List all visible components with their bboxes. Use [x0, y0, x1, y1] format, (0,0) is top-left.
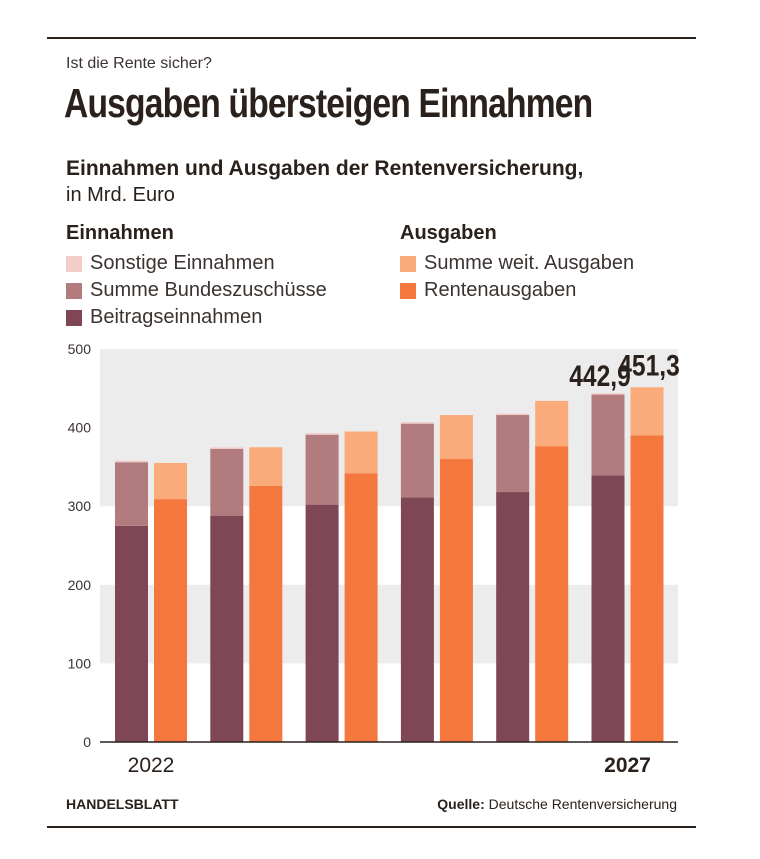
grid-band	[100, 349, 678, 428]
bar-ausgaben-segment	[154, 499, 187, 742]
y-tick-label: 200	[68, 577, 92, 593]
legend-expense-title: Ausgaben	[400, 222, 497, 244]
value-label: 451,3	[618, 348, 680, 382]
bar-einnahmen-segment	[591, 394, 625, 476]
footer-source-text: Deutsche Rentenversicherung	[488, 796, 677, 812]
bar-einnahmen-segment	[305, 504, 339, 742]
headline: Ausgaben übersteigen Einnahmen	[64, 80, 593, 126]
bar-einnahmen-segment	[591, 475, 625, 742]
legend-label-sonstige: Sonstige Einnahmen	[90, 252, 275, 274]
y-tick-label: 400	[68, 420, 92, 436]
bar-ausgaben-segment	[630, 435, 664, 742]
legend-label-rentenausgaben: Rentenausgaben	[424, 279, 577, 301]
bar-einnahmen-cap	[115, 460, 148, 463]
bar-ausgaben-segment	[439, 459, 473, 742]
y-tick-label: 100	[68, 655, 92, 671]
bar-einnahmen-cap	[305, 433, 339, 435]
grid-band	[100, 427, 678, 507]
footer-source-label: Quelle:	[437, 796, 485, 812]
y-tick-label: 0	[83, 734, 91, 750]
legend-label-weitere-ausgaben: Summe weit. Ausgaben	[424, 252, 635, 274]
bar-einnahmen-cap	[400, 422, 434, 424]
grid-band	[100, 584, 678, 664]
x-tick-label: 2027	[604, 754, 651, 777]
legend-swatch-beitragseinnahmen	[66, 309, 82, 326]
chart-subtitle: Einnahmen und Ausgaben der Rentenversich…	[66, 157, 584, 180]
bar-ausgaben-segment	[249, 485, 283, 742]
bar-einnahmen-cap	[210, 447, 244, 449]
bar-einnahmen-segment	[400, 423, 434, 498]
bar-einnahmen-segment	[115, 462, 148, 526]
bar-einnahmen-segment	[210, 448, 244, 516]
bar-einnahmen-segment	[496, 415, 530, 493]
legend-income: Einnahmen Sonstige Einnahmen Summe Bunde…	[66, 222, 327, 331]
kicker: Ist die Rente sicher?	[66, 55, 212, 72]
bar-einnahmen-segment	[400, 497, 434, 742]
x-tick-label: 2022	[128, 754, 175, 777]
bar-ausgaben-segment	[439, 415, 473, 460]
legend-swatch-sonstige	[66, 255, 82, 272]
legend-swatch-bundeszuschuesse	[66, 282, 82, 299]
legend-label-beitragseinnahmen: Beitragseinnahmen	[90, 306, 263, 328]
bar-ausgaben-segment	[154, 462, 187, 500]
bar-ausgaben-segment	[344, 431, 378, 474]
legend-item-bundeszuschuesse: Summe Bundeszuschüsse	[66, 277, 327, 304]
bottom-rule	[47, 826, 696, 828]
value-label: 442,9	[569, 359, 631, 393]
bar-ausgaben-segment	[630, 387, 664, 436]
legend-item-sonstige: Sonstige Einnahmen	[66, 250, 327, 277]
legend-label-bundeszuschuesse: Summe Bundeszuschüsse	[90, 279, 327, 301]
bar-einnahmen-segment	[210, 515, 244, 742]
bar-einnahmen-segment	[115, 525, 148, 742]
legend-income-title: Einnahmen	[66, 222, 174, 244]
legend-item-beitragseinnahmen: Beitragseinnahmen	[66, 304, 327, 331]
y-tick-label: 300	[68, 498, 92, 514]
bar-einnahmen-segment	[305, 434, 339, 505]
bar-ausgaben-segment	[535, 400, 569, 447]
top-rule	[47, 37, 696, 39]
legend-swatch-rentenausgaben	[400, 282, 416, 299]
bar-einnahmen-cap	[591, 393, 625, 395]
bar-einnahmen-segment	[496, 492, 530, 742]
legend-swatch-weitere-ausgaben	[400, 255, 416, 272]
footer-source: Quelle: Deutsche Rentenversicherung	[437, 796, 677, 812]
footer-brand: HANDELSBLATT	[66, 796, 179, 812]
bar-ausgaben-segment	[535, 446, 569, 742]
legend-item-weitere-ausgaben: Summe weit. Ausgaben	[400, 250, 634, 277]
legend-expense: Ausgaben Summe weit. Ausgaben Rentenausg…	[400, 222, 634, 304]
legend-item-rentenausgaben: Rentenausgaben	[400, 277, 634, 304]
bar-ausgaben-segment	[249, 447, 283, 486]
y-tick-label: 500	[68, 341, 92, 357]
bar-einnahmen-cap	[496, 413, 530, 416]
bar-ausgaben-segment	[344, 473, 378, 742]
chart-unit: in Mrd. Euro	[66, 184, 175, 206]
